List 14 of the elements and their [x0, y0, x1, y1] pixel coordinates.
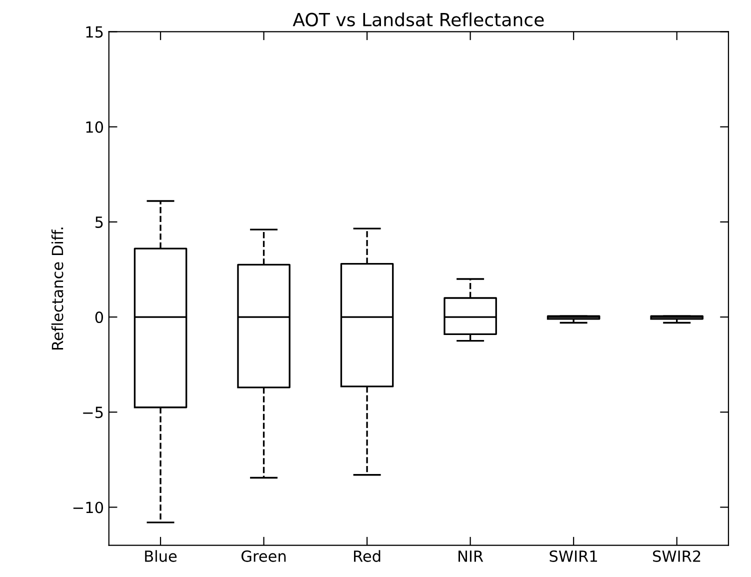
y-tick-label: −5: [83, 406, 103, 418]
x-tick-label: SWIR1: [550, 550, 597, 562]
x-tick-label: SWIR2: [653, 550, 700, 562]
x-tick-label: NIR: [458, 550, 484, 562]
x-tick-label: Red: [354, 550, 380, 562]
chart-title: AOT vs Landsat Reflectance: [292, 12, 544, 26]
x-tick-label: Green: [242, 550, 286, 562]
y-tick-label: 0: [95, 311, 104, 324]
x-tick-label: Blue: [145, 550, 177, 562]
y-tick-label: 10: [86, 121, 104, 133]
y-tick-label: 5: [95, 216, 103, 228]
y-tick-label: 15: [86, 26, 103, 38]
y-tick-label: −10: [73, 502, 104, 514]
y-axis-title: Reflectance Diff.: [51, 228, 64, 350]
